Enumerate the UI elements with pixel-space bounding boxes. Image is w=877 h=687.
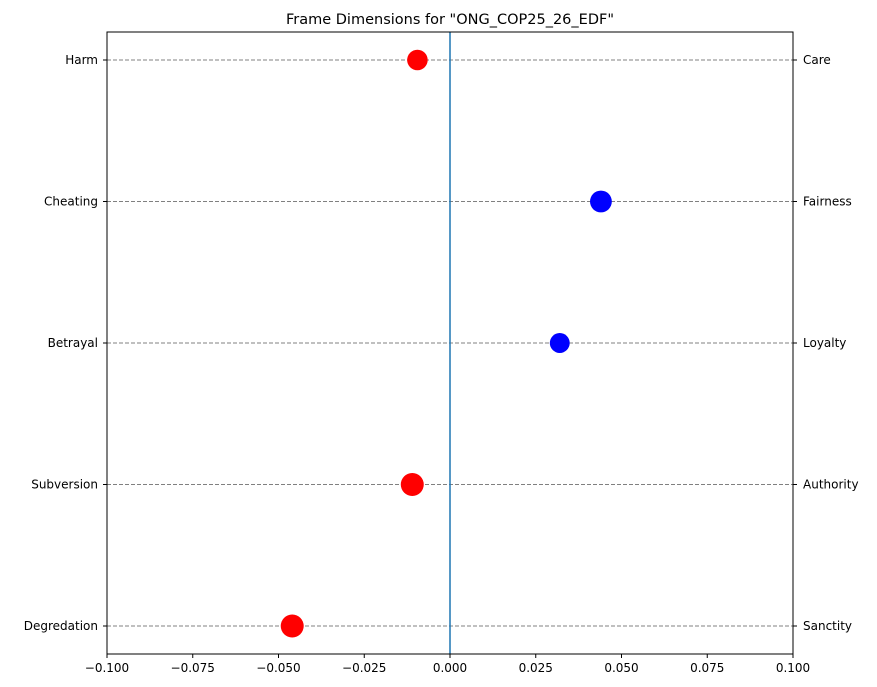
- x-axis: −0.100 −0.075 −0.050 −0.025 0.000 0.025 0.050 0…: [85, 654, 810, 675]
- data-point: [400, 473, 424, 496]
- data-point: [280, 614, 304, 638]
- left-labels: Harm Cheating Betrayal Subversion Degredatio…: [24, 53, 107, 633]
- y-label-right: Sanctity: [803, 619, 852, 633]
- x-tick-label: 0.000: [433, 661, 467, 675]
- y-label-left: Betrayal: [48, 336, 98, 350]
- x-tick-label: −0.100: [85, 661, 129, 675]
- data-point: [549, 333, 570, 353]
- y-label-right: Care: [803, 53, 831, 67]
- x-tick-label: 0.075: [690, 661, 724, 675]
- data-points: [280, 49, 612, 638]
- right-labels: Care Fairness Loyalty Authority Sanctity: [793, 53, 859, 633]
- x-tick-label: −0.050: [256, 661, 300, 675]
- data-point: [590, 190, 612, 213]
- x-tick-label: 0.050: [604, 661, 638, 675]
- y-label-right: Loyalty: [803, 336, 846, 350]
- x-tick-label: 0.100: [776, 661, 810, 675]
- y-label-left: Harm: [65, 53, 98, 67]
- x-tick-label: −0.025: [342, 661, 386, 675]
- y-label-left: Cheating: [44, 195, 98, 209]
- chart-title: Frame Dimensions for "ONG_COP25_26_EDF": [286, 12, 614, 28]
- y-label-left: Degredation: [24, 619, 98, 633]
- x-tick-label: 0.025: [519, 661, 553, 675]
- y-label-left: Subversion: [31, 478, 98, 492]
- y-label-right: Fairness: [803, 195, 852, 209]
- data-point: [407, 49, 428, 71]
- x-tick-label: −0.075: [171, 661, 215, 675]
- y-label-right: Authority: [803, 478, 859, 492]
